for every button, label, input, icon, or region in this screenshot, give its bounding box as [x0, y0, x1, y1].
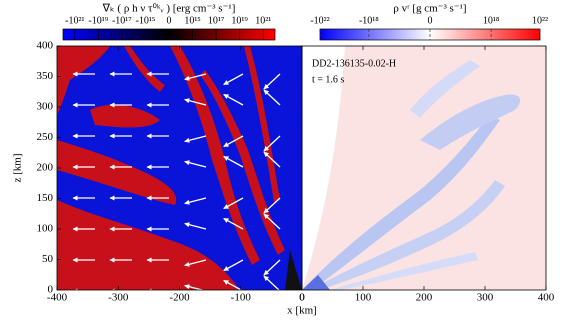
arrow — [184, 222, 207, 230]
x-tick-label: -400 — [47, 292, 68, 304]
colorbar-tick-label: 10¹⁹ — [231, 15, 248, 26]
axes: -10²¹ -10¹⁹ -10¹⁷ -10¹⁵ 0 10¹⁵ 10¹⁷ 10¹⁹ 10²¹ ∇ₖ … — [12, 3, 555, 317]
arrow — [223, 73, 244, 86]
x-tick-label: 300 — [477, 292, 494, 304]
y-tick-label: 0 — [48, 284, 54, 296]
arrow — [184, 98, 207, 106]
y-tick-label: 100 — [37, 223, 54, 235]
arrow — [223, 197, 244, 210]
field-left — [57, 46, 302, 290]
arrow — [223, 93, 244, 106]
colorbar-tick-label: 10²¹ — [255, 15, 271, 26]
colorbar-tick-label: 10¹⁸ — [483, 15, 500, 26]
arrow — [223, 217, 244, 230]
y-tick-label: 150 — [37, 192, 54, 204]
arrow — [263, 73, 281, 90]
x-tick-label: 400 — [538, 292, 555, 304]
arrow — [263, 135, 281, 152]
x-tick-label: -100 — [231, 292, 252, 304]
colorbar-tick-label: 10¹⁷ — [208, 15, 225, 26]
field-right — [302, 46, 546, 290]
colorbar-tick-label: -10²¹ — [65, 15, 84, 26]
x-axis-label: x [km] — [287, 305, 317, 317]
colorbar-tick-label: -10¹⁵ — [136, 15, 156, 26]
colorbar-tick-label: -10¹⁹ — [88, 15, 108, 26]
colorbar-label: ρ vʳ [g cm⁻³ s⁻¹] — [393, 3, 466, 15]
colorbar-tick-label: 0 — [167, 15, 172, 26]
annotation: t = 1.6 s — [312, 74, 344, 85]
vector-arrows — [72, 71, 281, 294]
arrow — [263, 197, 281, 214]
arrow — [184, 259, 207, 267]
colorbar-tick-label: 0 — [428, 15, 433, 26]
y-axis-label: z [km] — [12, 153, 24, 182]
arrow — [223, 155, 244, 168]
annotation: DD2-136135-0.02-H — [312, 58, 396, 69]
x-tick-label: 200 — [416, 292, 433, 304]
arrow — [263, 275, 281, 292]
y-tick-label: 400 — [37, 40, 54, 52]
x-tick-label: 0 — [299, 292, 305, 304]
arrow — [223, 135, 244, 148]
arrow — [184, 73, 207, 81]
x-tick-label: -300 — [108, 292, 129, 304]
arrow — [184, 160, 207, 168]
arrow — [263, 89, 281, 106]
y-tick-label: 50 — [42, 253, 54, 265]
y-tick-label: 300 — [37, 101, 54, 113]
arrow — [184, 135, 207, 143]
arrow — [184, 197, 207, 205]
colorbar-tick-label: -10²² — [310, 15, 329, 26]
x-tick-label: 0 — [299, 292, 305, 304]
arrow — [223, 279, 244, 292]
colorbar-tick-label: -10¹⁸ — [359, 15, 379, 26]
arrow — [263, 213, 281, 230]
colorbar-tick-label: -10¹⁷ — [112, 15, 132, 26]
y-tick-label: 200 — [37, 162, 54, 174]
colorbar-tick-label: 10²² — [532, 15, 548, 26]
x-tick-label: 100 — [355, 292, 372, 304]
colorbar-tick-label: 10¹⁵ — [184, 15, 200, 26]
y-tick-label: 250 — [37, 131, 54, 143]
arrow — [263, 151, 281, 168]
arrow — [263, 259, 281, 276]
x-tick-label: -200 — [169, 292, 190, 304]
arrow — [223, 259, 244, 272]
colorbar-label: ∇ₖ ( ρ h ν τ⁰ᵏᵥ ) [erg cm⁻³ s⁻¹] — [102, 3, 236, 15]
y-tick-label: 350 — [37, 70, 54, 82]
